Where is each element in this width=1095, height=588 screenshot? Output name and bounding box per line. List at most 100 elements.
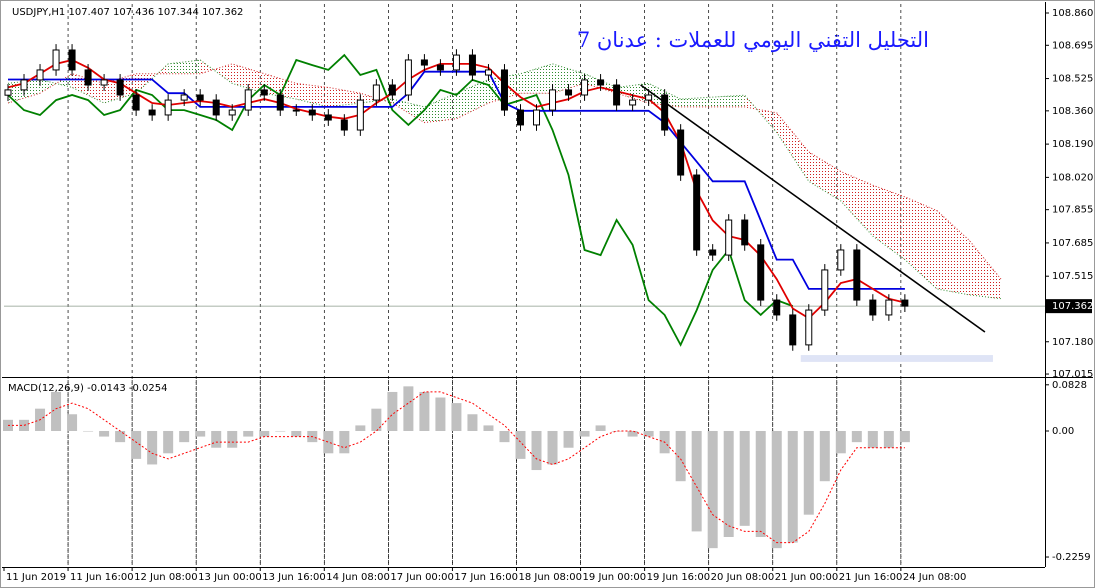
x-tick-label: 13 Jun 16:00: [262, 572, 326, 583]
trendline: [640, 84, 986, 333]
macd-bar: [51, 391, 62, 431]
candle-body: [693, 174, 701, 251]
cloud-segment: [872, 185, 905, 260]
x-tick-label: 19 Jun 00:00: [583, 572, 647, 583]
macd-bar: [243, 430, 254, 437]
macd-bar: [547, 430, 558, 465]
candle-body: [516, 109, 524, 126]
macd-bar: [803, 430, 814, 515]
highlight-zone: [800, 355, 993, 362]
candle-body: [356, 99, 364, 131]
candle-body: [276, 94, 284, 111]
cloud-segment: [968, 240, 1001, 299]
macd-bar: [195, 430, 206, 437]
macd-bar: [275, 430, 286, 432]
x-tick-label: 19 Jun 16:00: [647, 572, 711, 583]
macd-bar: [355, 425, 366, 431]
candle-body: [228, 109, 236, 116]
candle-body: [597, 79, 605, 86]
candle-body: [164, 99, 172, 116]
candle-body: [901, 299, 909, 307]
x-tick-label: 12 Jun 08:00: [134, 572, 198, 583]
candle-body: [741, 219, 749, 246]
candle-body: [324, 114, 332, 121]
x-tick-label: 11 Jun 16:00: [70, 572, 134, 583]
macd-bar: [627, 430, 638, 437]
y-tick-label: 108.020: [1052, 172, 1093, 183]
candle-body: [773, 299, 781, 316]
macd-bar: [483, 425, 494, 431]
candle-body: [404, 59, 412, 96]
x-tick-label: 24 Jun 08:00: [903, 572, 967, 583]
macd-bar: [531, 430, 542, 471]
candle-body: [420, 59, 428, 66]
cloud-segment: [520, 63, 553, 94]
candle-body: [372, 84, 380, 101]
candle-body: [549, 89, 557, 111]
x-tick-label: 11 Jun 2019: [6, 572, 66, 583]
macd-bar: [595, 425, 606, 431]
candle-body: [4, 89, 12, 96]
cloud-segment: [424, 93, 457, 123]
x-tick-label: 20 Jun 08:00: [711, 572, 775, 583]
candle-body: [661, 94, 669, 131]
last-price-box: [1046, 299, 1092, 314]
candle-body: [709, 249, 717, 256]
candle-body: [20, 79, 28, 91]
macd-bar: [755, 430, 766, 537]
y-tick-label: 107.515: [1052, 271, 1093, 282]
macd-bar: [131, 430, 142, 459]
y-tick-label: -0.2259: [1052, 552, 1091, 563]
macd-bar: [83, 430, 94, 432]
macd-bar: [403, 386, 414, 431]
macd-bar: [451, 403, 462, 431]
candle-body: [132, 94, 140, 111]
candle-body: [837, 249, 845, 271]
candle-body: [869, 299, 877, 316]
y-tick-label: 0.0828: [1052, 380, 1087, 391]
macd-bar: [227, 430, 238, 448]
cloud-segment: [840, 171, 873, 237]
candle-body: [436, 64, 444, 71]
candle-body: [180, 94, 188, 101]
candle-body: [196, 94, 204, 101]
macd-bar: [371, 408, 382, 431]
candle-body: [629, 99, 637, 106]
macd-bar: [723, 430, 734, 537]
macd-bar: [739, 430, 750, 526]
cloud-segment: [456, 79, 489, 119]
cloud-segment: [200, 60, 233, 84]
macd-bar: [787, 430, 798, 543]
y-tick-label: 107.685: [1052, 238, 1093, 249]
cloud-segment: [904, 196, 937, 289]
cloud-segment: [776, 112, 809, 182]
candle-body: [292, 109, 300, 112]
y-tick-label: 0.00: [1052, 426, 1074, 437]
candle-body: [725, 219, 733, 256]
x-tick-label: 17 Jun 16:00: [454, 572, 518, 583]
candle-body: [340, 119, 348, 131]
candle-body: [613, 84, 621, 106]
macd-bar: [579, 430, 590, 437]
macd-bar: [515, 430, 526, 459]
macd-bar: [115, 430, 126, 443]
candle-body: [308, 109, 316, 116]
candle-body: [885, 299, 893, 316]
candle-body: [789, 314, 797, 346]
y-tick-label: 107.180: [1052, 337, 1093, 348]
indicator-line: [7, 53, 794, 347]
candle-body: [100, 79, 108, 86]
candle-body: [821, 269, 829, 311]
candle-body: [52, 49, 60, 71]
macd-bar: [419, 391, 430, 431]
macd-bar: [835, 430, 846, 454]
x-tick-label: 14 Jun 08:00: [326, 572, 390, 583]
x-tick-label: 21 Jun 00:00: [775, 572, 839, 583]
candle-body: [68, 49, 76, 71]
macd-bar: [707, 430, 718, 549]
cloud-segment: [616, 83, 649, 103]
candle-body: [468, 54, 476, 76]
candle-body: [84, 69, 92, 86]
cloud-segment: [168, 60, 201, 74]
macd-bar: [851, 430, 862, 443]
